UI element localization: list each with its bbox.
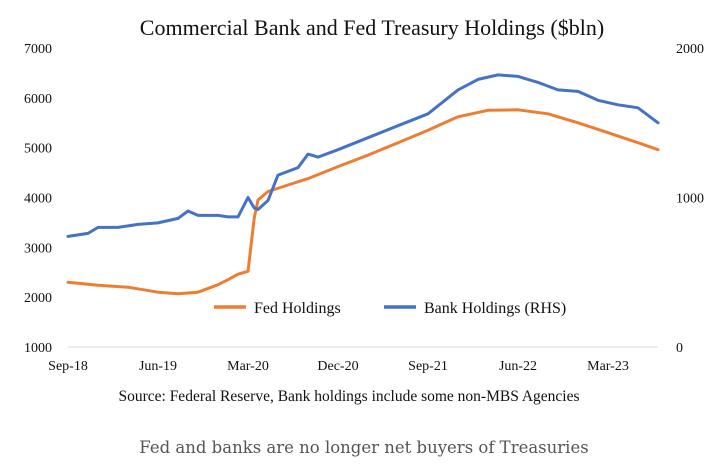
legend-label-fed-holdings: Fed Holdings [254, 300, 341, 317]
chart: Commercial Bank and Fed Treasury Holding… [24, 15, 704, 405]
series-line-bank-holdings [66, 73, 660, 238]
y-left-tick-label: 4000 [24, 192, 52, 207]
y-left-tick-label: 5000 [24, 142, 52, 157]
y-left-tick-label: 1000 [24, 341, 52, 356]
y-left-tick-label: 3000 [24, 241, 52, 256]
y-left-tick-label: 2000 [24, 291, 52, 306]
x-tick-label: Sep-18 [48, 359, 88, 374]
chart-title: Commercial Bank and Fed Treasury Holding… [140, 15, 604, 40]
x-tick-label: Jun-22 [499, 359, 537, 374]
x-tick-label: Jun-19 [139, 359, 177, 374]
y-right-tick-label: 2000 [676, 42, 704, 57]
x-tick-label: Sep-21 [408, 359, 448, 374]
x-tick-label: Dec-20 [317, 359, 358, 374]
y-right-tick-label: 0 [676, 341, 683, 356]
y-left-tick-label: 6000 [24, 92, 52, 107]
figure-caption: Fed and banks are no longer net buyers o… [139, 438, 589, 457]
y-right-tick-label: 1000 [676, 192, 704, 207]
legend-label-bank-holdings: Bank Holdings (RHS) [424, 300, 566, 317]
x-tick-label: Mar-20 [227, 359, 269, 374]
chart-source: Source: Federal Reserve, Bank holdings i… [118, 388, 579, 405]
series-line-fed-holdings [66, 108, 660, 296]
x-tick-label: Mar-23 [587, 359, 629, 374]
y-left-tick-label: 7000 [24, 42, 52, 57]
